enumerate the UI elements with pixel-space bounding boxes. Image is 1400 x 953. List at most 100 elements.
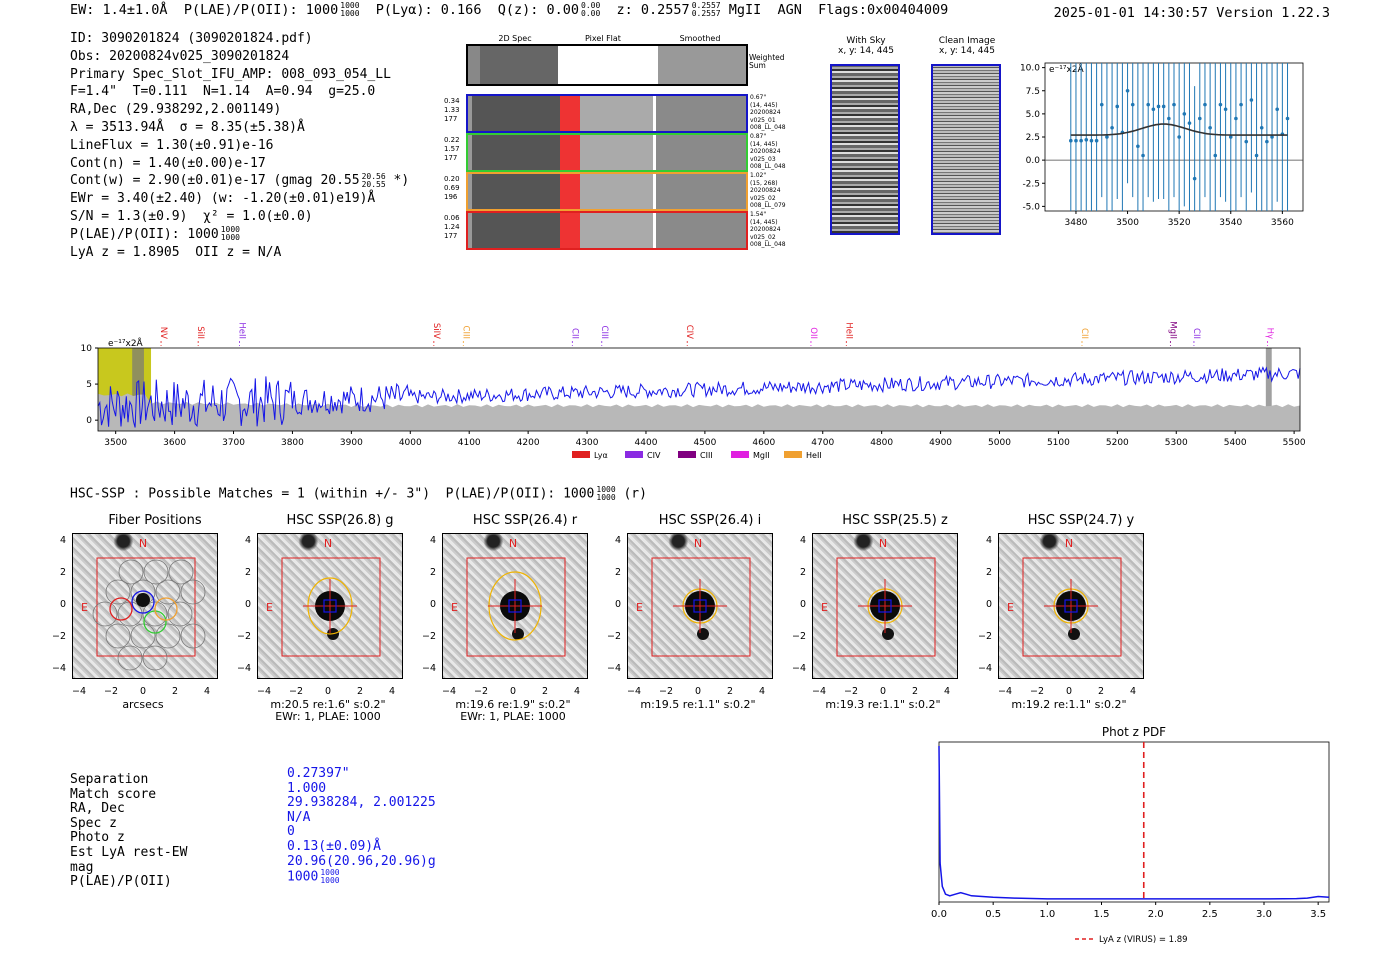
fullspec-xtick-label: 3600 xyxy=(163,438,186,448)
fullspec-xtick-label: 4100 xyxy=(458,438,481,448)
hsc-xtick-label: 2 xyxy=(356,686,364,697)
info-lambda: λ = 3513.94Å σ = 8.35(±5.38)Å xyxy=(70,119,305,135)
fiber-circle xyxy=(143,559,169,585)
legend-swatch xyxy=(625,451,643,458)
spec2d-row-value: 196 xyxy=(444,193,458,201)
hsc-ytick-label: 4 xyxy=(429,535,436,546)
fullspec-xtick-label: 3500 xyxy=(104,438,127,448)
hsc-xtick-label: 0 xyxy=(139,686,147,697)
legend-label: HeII xyxy=(806,451,822,460)
hsc-caption-2: EWr: 1, PLAE: 1000 xyxy=(275,710,381,723)
hsc-caption-1: m:19.6 re:1.9" s:0.2" xyxy=(455,698,571,711)
legend-swatch xyxy=(678,451,696,458)
linefit-ytick-label: 2.5 xyxy=(1026,133,1040,143)
hsc-ytick-label: −2 xyxy=(791,631,806,642)
hsc-xtick-label: 2 xyxy=(911,686,919,697)
hsc-xtick-label: −2 xyxy=(289,686,304,697)
hsc-overlay: NE xyxy=(821,537,936,657)
east-label: E xyxy=(821,601,828,614)
match-values: 0.27397" 1.000 29.938284, 2.001225 N/A 0 0.13… xyxy=(287,766,436,885)
spec2d-row-value: 0.22 xyxy=(444,136,460,144)
hsc-aperture-box xyxy=(281,557,381,657)
spec2d-row xyxy=(466,172,748,211)
spec2d-row-value: 0.69 xyxy=(444,184,460,192)
linefit-point xyxy=(1146,102,1150,107)
legend-swatch xyxy=(731,451,749,458)
spec2d-stamp-line: (14, 445) xyxy=(750,140,778,148)
linefit-point xyxy=(1244,139,1249,144)
hsc-xtick-label: −2 xyxy=(104,686,119,697)
spec2d-stamp-line: 0.87" xyxy=(750,133,767,140)
north-label: N xyxy=(1065,537,1073,550)
linefit-point xyxy=(1115,104,1120,109)
clean-image xyxy=(931,64,1001,235)
match-label: Separation xyxy=(70,772,149,787)
info-contw-lo: 20.55 xyxy=(361,179,386,189)
match-plae-fraction: 1000 1000 xyxy=(320,869,339,885)
info-params: F=1.4" T=0.111 N=1.14 A=0.94 g=25.0 xyxy=(70,84,376,100)
emission-line-label: SiIV xyxy=(431,323,441,339)
clean-title: Clean Image xyxy=(938,36,996,46)
linefit-point xyxy=(1182,112,1187,116)
flags-value: Flags:0x00404009 xyxy=(818,2,949,18)
spec2d-stamp-line: v025_02 xyxy=(750,233,776,241)
full-spectrum-chart: 3500 3600 3700 3800 3900 4000 4100 4200 4300 4400… xyxy=(81,321,1306,460)
match-label: Photo z xyxy=(70,830,125,846)
spec2d-row-value: 1.57 xyxy=(444,145,460,153)
hsc-overlay: NE xyxy=(636,537,751,657)
line-window-band xyxy=(132,348,144,431)
hsc-xtick-label: 2 xyxy=(171,686,179,697)
fiber-circle xyxy=(105,623,131,649)
match-label: Spec z xyxy=(70,815,117,831)
linefit-ytick-label: 7.5 xyxy=(1026,87,1040,97)
hsc-aperture-box xyxy=(466,557,566,657)
north-label: N xyxy=(324,537,332,550)
photz-xtick-label: 0.0 xyxy=(931,909,947,920)
fiber-circle xyxy=(180,579,206,605)
linefit-point xyxy=(1228,135,1233,139)
linefit-xtick-label: 3480 xyxy=(1065,218,1088,228)
hsc-ytick-label: −2 xyxy=(421,631,436,642)
match-label: mag xyxy=(70,859,94,875)
fiber-circle xyxy=(92,601,118,627)
linefit-xtick-label: 3540 xyxy=(1219,218,1242,228)
linefit-point xyxy=(1151,107,1156,112)
linefit-point xyxy=(1192,176,1197,181)
hsc-ytick-label: 2 xyxy=(59,567,66,578)
hsc-ytick-label: −2 xyxy=(606,631,621,642)
clean-xy: x, y: 14, 445 xyxy=(939,46,995,56)
hsc-ytick-label: −4 xyxy=(236,663,251,674)
hsc-xtick-label: 4 xyxy=(1129,686,1137,697)
companion-source xyxy=(882,628,894,640)
companion-source xyxy=(1068,628,1080,640)
hsc-xtick-label: 2 xyxy=(541,686,549,697)
hsc-ytick-label: 0 xyxy=(799,599,806,610)
fullspec-xtick-label: 5000 xyxy=(988,438,1011,448)
photz-xtick-label: 1.0 xyxy=(1039,909,1055,920)
hsc-xtick-label: −4 xyxy=(627,686,642,697)
col-header-2dspec: 2D Spec xyxy=(498,34,532,43)
match-label: Match score xyxy=(70,786,157,802)
linefit-xtick-label: 3520 xyxy=(1168,218,1191,228)
fullspec-ytick-label: 10 xyxy=(81,344,93,354)
detection-info: ID: 3090201824 (3090201824.pdf) Obs: 2020… xyxy=(70,30,409,261)
hsc-xtick-label: 0 xyxy=(694,686,702,697)
fiber-circle xyxy=(155,579,181,605)
plae-lo: 1000 xyxy=(340,9,360,18)
linefit-point xyxy=(1275,107,1279,112)
linefit-point xyxy=(1136,144,1140,149)
hsc-ytick-label: −4 xyxy=(977,663,992,674)
photz-chart: Phot z PDF 0.0 0.5 1.0 1.5 2.0 2.5 3.0 3.5 LyA z … xyxy=(931,725,1330,945)
hsc-ytick-label: −4 xyxy=(606,663,621,674)
emission-line-label: NV xyxy=(158,327,168,339)
header-bar: EW: 1.4±1.0Å P(LAE)/P(OII): 1000 1000 1000… xyxy=(70,2,949,19)
info-plae-hi: 1000 xyxy=(220,225,240,235)
hsc-xtick-label: −2 xyxy=(844,686,859,697)
photz-title: Phot z PDF xyxy=(1102,725,1166,739)
hsc-ytick-label: 4 xyxy=(799,535,806,546)
info-lineflux: LineFlux = 1.30(±0.91)e-16 xyxy=(70,137,274,153)
hsc-aperture-box xyxy=(836,557,936,657)
weighted-sum-row xyxy=(466,44,748,86)
emission-line-label: OII xyxy=(808,327,818,339)
